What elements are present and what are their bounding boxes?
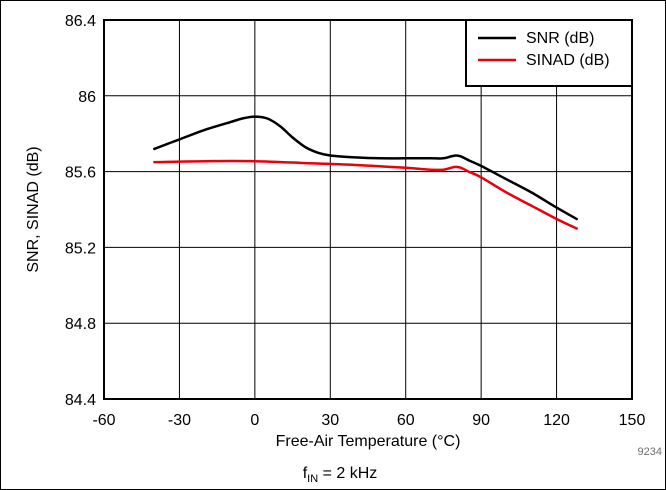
x-tick-label: -60 [92,412,115,429]
tick-labels: -60 -30 0 30 60 90 120 150 84.4 84.8 85.2 85.6 86 86.… [65,13,646,429]
x-tick-label: 60 [397,412,415,429]
document-id: 9234 [638,446,662,458]
x-tick-label: 120 [543,412,570,429]
legend-label-snr: SNR (dB) [526,30,594,47]
x-axis-title: Free-Air Temperature (°C) [276,433,461,450]
y-tick-label: 85.2 [65,240,96,257]
x-tick-label: -30 [168,412,191,429]
y-tick-label: 84.8 [65,316,96,333]
legend: SNR (dB) SINAD (dB) [465,19,633,87]
y-tick-label: 85.6 [65,165,96,182]
y-tick-label: 86 [78,89,96,106]
series-layer [153,115,578,230]
x-tick-label: 30 [321,412,339,429]
x-tick-label: 90 [472,412,490,429]
series-line-sinad [153,159,578,230]
plot-area [103,19,633,400]
y-axis-title: SNR, SINAD (dB) [25,146,42,272]
x-tick-label: 150 [619,412,646,429]
y-tick-label: 86.4 [65,13,96,30]
y-tick-label: 84.4 [65,392,96,409]
legend-label-sinad: SINAD (dB) [526,52,610,69]
caption-rest: = 2 kHz [318,465,377,482]
x-tick-label: 0 [250,412,259,429]
legend-box [465,19,633,87]
caption: fIN = 2 kHz [303,465,378,485]
caption-subscript: IN [307,473,318,485]
series-line-snr [153,115,578,221]
caption-f: f [303,465,308,482]
